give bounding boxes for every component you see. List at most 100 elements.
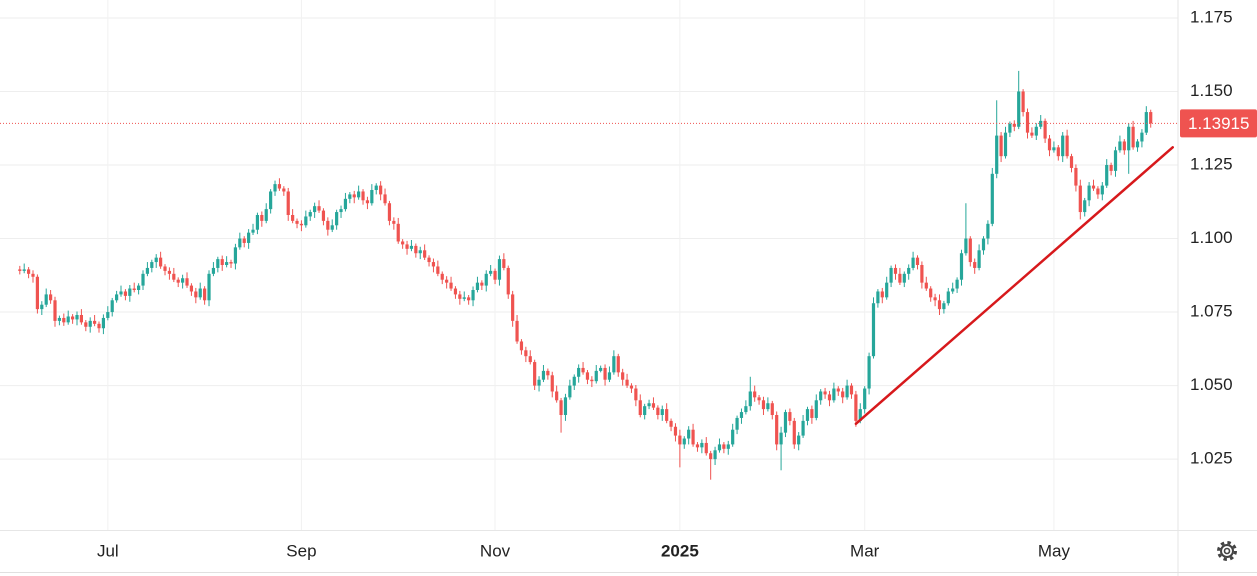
x-tick-label: Sep — [286, 541, 316, 560]
candle-body — [330, 225, 334, 230]
candle-body — [735, 417, 739, 430]
candle-body — [286, 191, 290, 215]
candle-body — [339, 209, 343, 213]
candle-body — [449, 282, 453, 289]
candle-body — [335, 212, 339, 226]
y-tick-label: 1.125 — [1190, 154, 1233, 173]
candle-body — [700, 442, 704, 448]
candle-body — [405, 244, 409, 249]
candle-body — [101, 317, 106, 329]
candle-body — [687, 429, 691, 439]
candle-body — [97, 323, 101, 329]
candle-body — [695, 444, 700, 448]
candle-body — [744, 406, 748, 413]
candle-body — [656, 407, 660, 415]
candle-body — [1131, 126, 1135, 148]
candle-body — [924, 282, 928, 289]
grid — [0, 0, 1178, 530]
candle-body — [84, 322, 88, 327]
candle-body — [181, 278, 185, 283]
y-tick-label: 1.025 — [1190, 449, 1233, 468]
candle-body — [414, 245, 418, 254]
candle-body — [647, 403, 651, 407]
candle-body — [357, 191, 361, 198]
candle-body — [770, 403, 774, 415]
candle-body — [775, 415, 779, 445]
candle-body — [141, 273, 145, 286]
candle-body — [836, 388, 840, 392]
candle-body — [145, 267, 150, 274]
candle-body — [150, 262, 154, 268]
candle-body — [154, 257, 158, 263]
candle-body — [915, 257, 920, 265]
candle-body — [22, 269, 26, 271]
candle-body — [572, 376, 576, 386]
candle-body — [1087, 185, 1091, 201]
candle-body — [53, 300, 57, 321]
candle-body — [75, 315, 79, 320]
candle-body — [986, 223, 990, 239]
candle-body — [502, 259, 506, 268]
axes: 1.025 1.050 1.075 1.100 1.125 1.150 1.175 Jul Se… — [97, 7, 1257, 560]
candle-body — [990, 173, 994, 224]
candle-body — [1078, 185, 1082, 213]
candle-body — [555, 391, 559, 401]
candle-body — [717, 444, 722, 451]
candle-body — [445, 279, 449, 283]
candle-body — [1061, 135, 1065, 157]
candle-body — [189, 285, 194, 292]
candle-body — [1017, 91, 1021, 127]
candle-body — [682, 438, 686, 445]
settings-button[interactable] — [1217, 541, 1237, 561]
candle-body — [431, 262, 436, 267]
candle-body — [946, 291, 950, 304]
candle-body — [559, 400, 563, 415]
last-price-box — [1180, 109, 1257, 138]
candle-body — [467, 297, 471, 301]
x-tick-label: May — [1038, 541, 1071, 560]
candle-body — [541, 370, 546, 380]
candle-body — [814, 400, 818, 418]
candle-body — [260, 215, 264, 221]
candle-body — [299, 223, 304, 226]
candle-body — [207, 273, 211, 301]
candle-body — [977, 250, 981, 268]
candle-body — [528, 356, 532, 363]
candle-body — [1144, 112, 1148, 133]
candle-body — [810, 409, 814, 418]
candle-body — [1096, 188, 1100, 195]
candle-body — [167, 270, 172, 274]
candle-body — [427, 257, 431, 263]
candle-body — [911, 257, 915, 268]
candle-body — [841, 391, 845, 398]
candle-body — [827, 394, 832, 401]
candle-body — [1105, 165, 1109, 186]
candle-body — [480, 282, 484, 286]
candle-body — [1012, 123, 1016, 127]
candle-body — [1118, 141, 1122, 151]
candle-body — [440, 273, 444, 280]
candle-body — [27, 269, 31, 274]
candle-body — [216, 259, 220, 268]
candle-body — [1065, 135, 1069, 157]
candle-body — [673, 426, 678, 436]
candle-body — [845, 385, 849, 398]
candle-body — [766, 403, 770, 410]
candle-body — [497, 259, 502, 280]
candle-body — [326, 220, 330, 230]
candle-body — [106, 312, 110, 318]
candle-body — [599, 367, 603, 371]
candle-body — [761, 400, 766, 410]
candle-body — [511, 294, 515, 321]
candle-body — [1083, 200, 1087, 213]
candle-body — [898, 273, 902, 283]
candle-body — [295, 220, 299, 224]
y-tick-label: 1.050 — [1190, 375, 1233, 394]
candle-body — [462, 297, 466, 299]
gear-teeth — [1217, 541, 1237, 561]
candle-body — [880, 291, 884, 298]
candle-body — [1039, 120, 1043, 127]
candle-body — [832, 388, 836, 401]
candle-body — [251, 229, 255, 233]
